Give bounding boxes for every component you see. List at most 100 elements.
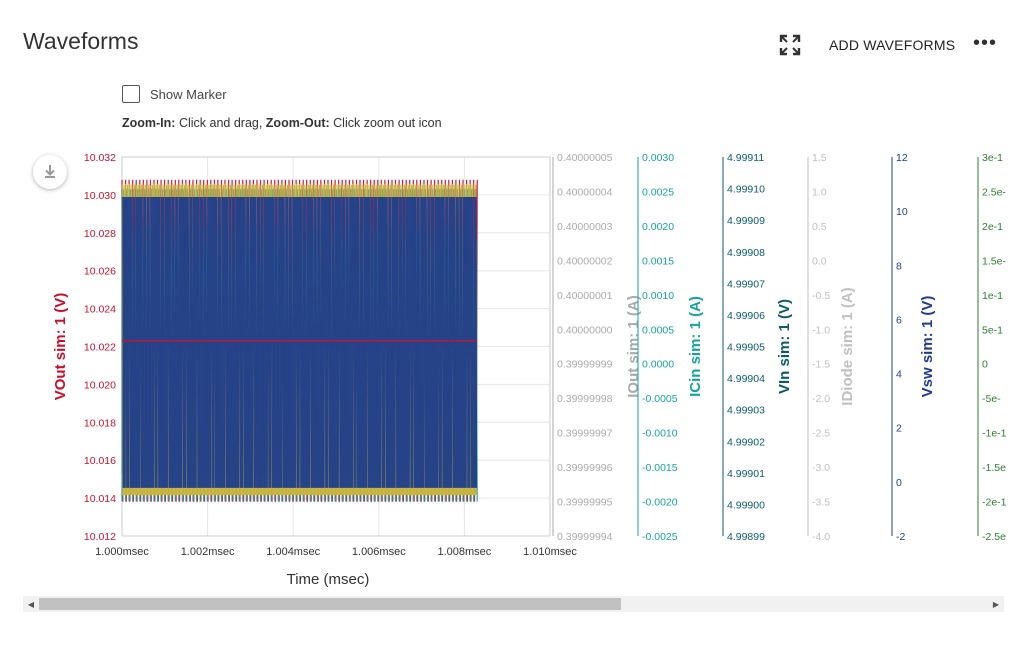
y-tick-label-vin: 4.99904 — [727, 373, 765, 385]
x-tick-label: 1.010msec — [523, 546, 577, 558]
y-tick-label-vout: 10.022 — [84, 342, 116, 354]
y-tick-label-idiode: 0.0 — [812, 255, 827, 267]
zoom-in-text: Click and drag, — [175, 116, 266, 130]
y-tick-label-vin: 4.99909 — [727, 215, 765, 227]
y-axis-label-idiode: IDiode sim: 1 (A) — [839, 287, 856, 405]
y-axis-label-vin: VIn sim: 1 (V) — [776, 299, 793, 394]
y-tick-label-vin: 4.99910 — [727, 184, 765, 196]
y-tick-label-vin: 4.99907 — [727, 278, 765, 290]
y-tick-label-icin: 0.0000 — [642, 359, 674, 371]
y-tick-label-idiode: -3.5 — [812, 497, 830, 509]
y-tick-label-vout: 10.032 — [84, 152, 116, 164]
y-tick-label-iout: 0.40000003 — [557, 221, 613, 233]
y-tick-label-vsw: 2 — [896, 423, 902, 435]
zoom-out-label: Zoom-Out: — [265, 116, 330, 130]
y-tick-label-iout: 0.39999998 — [557, 393, 613, 405]
y-tick-label-extra: 2.5e- — [982, 186, 1006, 198]
y-tick-label-idiode: -4.0 — [812, 531, 830, 543]
page-title: Waveforms — [23, 28, 139, 54]
y-tick-label-extra: 5e-1 — [982, 324, 1003, 336]
y-tick-label-icin: 0.0030 — [642, 152, 674, 164]
show-marker-checkbox[interactable] — [122, 85, 140, 103]
x-tick-label: 1.002msec — [181, 546, 235, 558]
y-tick-label-icin: 0.0020 — [642, 221, 674, 233]
more-options-icon[interactable]: ••• — [973, 32, 998, 54]
y-tick-label-vin: 4.99901 — [727, 468, 765, 480]
y-tick-label-idiode: -1.0 — [812, 324, 830, 336]
y-tick-label-vout: 10.028 — [84, 228, 116, 240]
y-tick-label-vsw: -2 — [896, 531, 905, 543]
y-tick-label-idiode: -2.5 — [812, 428, 830, 440]
y-tick-label-extra: 3e-1 — [982, 152, 1003, 164]
download-icon — [45, 165, 55, 178]
y-tick-label-idiode: -2.0 — [812, 393, 830, 405]
y-tick-label-vsw: 12 — [896, 152, 908, 164]
y-tick-label-iout: 0.39999995 — [557, 497, 613, 509]
fullscreen-button[interactable] — [779, 34, 801, 56]
y-tick-label-icin: -0.0015 — [642, 462, 678, 474]
y-tick-label-extra: 1.5e- — [982, 255, 1006, 267]
y-axis-label-icin: ICin sim: 1 (A) — [687, 296, 704, 397]
y-tick-label-extra: 2e-1 — [982, 221, 1003, 233]
y-tick-label-iout: 0.39999994 — [557, 531, 613, 543]
y-tick-label-vin: 4.99900 — [727, 499, 765, 511]
y-tick-label-idiode: 1.5 — [812, 152, 827, 164]
show-marker-control: Show Marker — [122, 83, 227, 105]
y-tick-label-icin: 0.0010 — [642, 290, 674, 302]
y-tick-label-idiode: -1.5 — [812, 359, 830, 371]
scroll-right-icon[interactable]: ▶ — [992, 599, 1000, 609]
x-tick-label: 1.006msec — [352, 546, 406, 558]
y-tick-label-extra: 1e-1 — [982, 290, 1003, 302]
series-line-vsw — [122, 197, 478, 488]
add-waveforms-button[interactable]: ADD WAVEFORMS — [829, 37, 956, 53]
y-tick-label-vsw: 8 — [896, 260, 902, 272]
y-tick-label-vout: 10.020 — [84, 379, 116, 391]
y-tick-label-vout: 10.016 — [84, 455, 116, 467]
y-tick-label-icin: 0.0015 — [642, 255, 674, 267]
zoom-hint: Zoom-In: Click and drag, Zoom-Out: Click… — [122, 116, 442, 130]
y-tick-label-vout: 10.030 — [84, 190, 116, 202]
x-tick-label: 1.008msec — [437, 546, 491, 558]
y-tick-label-vin: 4.99911 — [727, 152, 764, 164]
y-tick-label-vin: 4.99906 — [727, 310, 765, 322]
y-tick-label-icin: -0.0025 — [642, 531, 678, 543]
y-tick-label-vsw: 4 — [896, 369, 902, 381]
series-line-idiode — [121, 184, 478, 496]
y-tick-label-vin: 4.99899 — [727, 531, 765, 543]
y-tick-label-vin: 4.99905 — [727, 342, 765, 354]
y-tick-label-iout: 0.40000004 — [557, 186, 613, 198]
y-tick-label-iout: 0.40000002 — [557, 255, 613, 267]
y-tick-label-extra: -5e- — [982, 393, 1001, 405]
y-tick-label-iout: 0.39999996 — [557, 462, 613, 474]
x-tick-label: 1.004msec — [266, 546, 320, 558]
y-tick-label-idiode: 0.5 — [812, 221, 827, 233]
scroll-thumb[interactable] — [39, 598, 621, 610]
y-tick-label-vin: 4.99908 — [727, 247, 765, 259]
y-tick-label-vout: 10.012 — [84, 531, 116, 543]
show-marker-label: Show Marker — [150, 86, 227, 102]
scroll-left-icon[interactable]: ◀ — [27, 599, 35, 609]
y-tick-label-extra: -1.5e — [982, 462, 1006, 474]
y-tick-label-vsw: 10 — [896, 206, 908, 218]
y-tick-label-extra: -1e-1 — [982, 428, 1007, 440]
y-tick-label-vout: 10.018 — [84, 417, 116, 429]
y-tick-label-vout: 10.024 — [84, 304, 116, 316]
y-tick-label-iout: 0.39999999 — [557, 359, 613, 371]
horizontal-scrollbar[interactable]: ◀ ▶ — [23, 596, 1004, 612]
waveform-chart[interactable]: 1.000msec 1.002msec 1.004msec 1.006msec 1.00… — [0, 0, 1017, 600]
y-tick-label-icin: -0.0005 — [642, 393, 678, 405]
y-tick-label-iout: 0.40000001 — [557, 290, 613, 302]
y-tick-label-vsw: 6 — [896, 314, 902, 326]
fullscreen-icon — [779, 34, 801, 56]
y-axis-label-iout: IOut sim: 1 (A) — [625, 295, 642, 398]
y-tick-label-extra: -2.5e — [982, 531, 1006, 543]
y-tick-label-vsw: 0 — [896, 477, 902, 489]
y-tick-label-icin: -0.0020 — [642, 497, 678, 509]
download-button[interactable] — [33, 155, 67, 189]
y-tick-label-iout: 0.39999997 — [557, 428, 613, 440]
y-tick-label-icin: -0.0010 — [642, 428, 678, 440]
y-tick-label-idiode: -0.5 — [812, 290, 830, 302]
zoom-out-text: Click zoom out icon — [329, 116, 442, 130]
y-tick-label-idiode: -3.0 — [812, 462, 830, 474]
